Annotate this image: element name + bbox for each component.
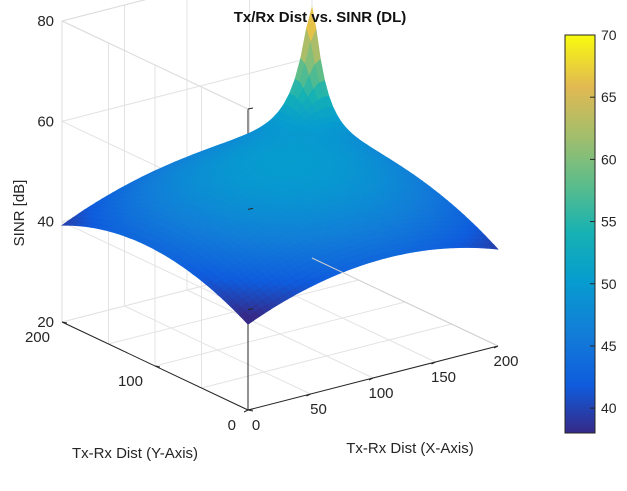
grid-line — [154, 301, 406, 367]
tick-labels: 20 40 60 80 0 50 100 150 200 0 100 200 — [25, 13, 519, 434]
y-tick-label: 100 — [118, 373, 143, 390]
y-tick-label: 200 — [25, 329, 50, 346]
x-tick-mark — [368, 377, 374, 381]
x-tick-mark — [306, 393, 311, 397]
axis-labels: Tx/Rx Dist vs. SINR (DL) SINR [dB] Tx-Rx… — [11, 9, 474, 462]
grid-line — [61, 221, 249, 311]
y-tick-label: 0 — [228, 417, 236, 434]
colorbar-tick-label: 60 — [601, 151, 617, 167]
colorbar-tick-label: 50 — [601, 276, 617, 292]
axes-front-edges — [311, 257, 499, 347]
x-tick-mark — [243, 409, 249, 413]
z-tick-mark — [247, 107, 254, 110]
x-axis-label: Tx-Rx Dist (X-Axis) — [346, 440, 474, 457]
z-tick-mark — [247, 308, 254, 311]
x-tick-mark — [431, 361, 436, 365]
z-tick-mark — [247, 207, 254, 210]
y-tick-mark — [154, 365, 161, 368]
x-tick-mark — [493, 345, 499, 349]
colorbar-tick-label: 55 — [601, 214, 617, 230]
colorbar-tick-label: 65 — [601, 89, 617, 105]
x-tick-label: 50 — [310, 401, 327, 418]
z-tick-label: 40 — [37, 214, 54, 231]
grid-line — [201, 323, 452, 389]
floor-edge — [311, 257, 499, 347]
colorbar-tick-label: 40 — [601, 400, 617, 416]
grid-line — [61, 56, 313, 122]
colorbar-scale — [564, 34, 596, 434]
chart-title: Tx/Rx Dist vs. SINR (DL) — [234, 9, 407, 26]
grid-line — [108, 279, 359, 345]
x-tick-label: 0 — [252, 417, 260, 434]
colorbar: 40 45 50 55 60 65 70 — [564, 27, 617, 434]
y-tick-mark — [61, 321, 68, 324]
x-tick-label: 100 — [368, 385, 393, 402]
back-edge — [61, 20, 249, 110]
surface-patch — [243, 315, 255, 325]
y-axis-label: Tx-Rx Dist (Y-Axis) — [72, 445, 198, 462]
back-edge — [61, 0, 147, 22]
colorbar-tick-label: 70 — [601, 27, 617, 43]
z-tick-label: 20 — [37, 314, 54, 331]
x-tick-label: 200 — [493, 353, 518, 370]
z-axis-label: SINR [dB] — [11, 180, 28, 247]
z-tick-label: 60 — [37, 113, 54, 130]
z-tick-label: 80 — [37, 13, 54, 30]
z-tick-mark — [247, 408, 254, 411]
colorbar-tick-label: 45 — [601, 338, 617, 354]
surface-plot — [61, 7, 499, 325]
x-tick-label: 150 — [431, 369, 456, 386]
